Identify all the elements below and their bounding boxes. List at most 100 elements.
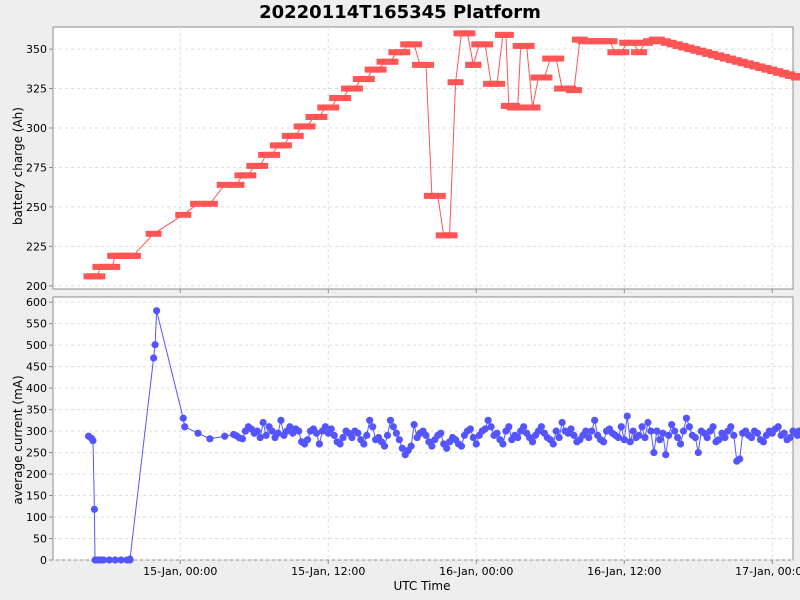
bottom-data-point <box>682 414 691 422</box>
top-data-point <box>625 39 642 46</box>
bottom-data-point <box>386 416 395 424</box>
top-data-point <box>406 41 423 48</box>
top-y-tick-label: 325 <box>26 83 47 96</box>
top-data-point <box>299 123 316 130</box>
top-data-point <box>524 104 541 111</box>
bottom-data-point <box>759 438 768 446</box>
top-data-point <box>287 132 304 139</box>
bottom-data-point <box>514 433 522 442</box>
bottom-data-point <box>753 429 762 437</box>
top-plot-area <box>52 26 794 290</box>
bottom-y-tick-label: 600 <box>26 296 47 309</box>
bottom-y-tick-label: 400 <box>26 382 47 395</box>
bottom-y-tick-label: 300 <box>26 425 47 438</box>
bottom-data-point <box>520 423 528 431</box>
bottom-data-point <box>150 354 158 362</box>
top-data-point <box>447 79 464 86</box>
bottom-data-point <box>295 427 303 435</box>
bottom-y-tick-label: 0 <box>40 554 47 567</box>
bottom-data-point <box>360 440 368 448</box>
bottom-data-point <box>620 436 628 444</box>
bottom-data-point <box>499 440 507 448</box>
bottom-data-point <box>312 429 321 437</box>
top-y-tick-label: 275 <box>26 161 47 174</box>
top-data-point <box>790 74 800 81</box>
bottom-data-point <box>105 556 113 564</box>
bottom-data-point <box>369 423 377 431</box>
bottom-data-point <box>99 556 107 564</box>
bottom-data-point <box>679 427 688 435</box>
bottom-y-tick-label: 350 <box>26 404 47 417</box>
bottom-data-point <box>644 418 652 427</box>
bottom-y-tick-label: 50 <box>33 533 47 546</box>
bottom-data-point <box>671 427 679 435</box>
bottom-data-point <box>685 423 694 431</box>
bottom-y-tick-label: 500 <box>26 339 47 352</box>
bottom-data-point <box>623 412 631 420</box>
bottom-data-point <box>457 442 466 450</box>
top-data-point <box>459 30 476 37</box>
top-data-point <box>228 181 245 188</box>
bottom-data-point <box>286 423 294 431</box>
bottom-data-point <box>469 433 477 442</box>
bottom-data-point <box>528 438 537 446</box>
bottom-data-point <box>330 431 338 439</box>
bottom-data-point <box>780 429 788 437</box>
bottom-data-point <box>181 423 189 431</box>
top-data-point <box>497 31 514 38</box>
bottom-series <box>84 307 800 564</box>
top-data-point <box>465 61 482 68</box>
bottom-data-point <box>635 431 643 439</box>
bottom-grid <box>53 297 793 561</box>
bottom-data-point <box>599 438 608 446</box>
bottom-data-point <box>472 440 480 448</box>
bottom-data-point <box>484 416 492 424</box>
top-y-tick-label: 250 <box>26 201 47 214</box>
bottom-data-point <box>253 427 261 435</box>
bottom-data-point <box>466 425 474 433</box>
bottom-data-point <box>676 440 685 448</box>
bottom-data-point <box>567 425 575 433</box>
bottom-x-tick-label: 15-Jan, 00:00 <box>143 565 217 578</box>
top-data-point <box>477 41 494 48</box>
bottom-data-point <box>256 433 264 442</box>
top-y-tick-label: 225 <box>26 240 47 253</box>
top-data-point <box>323 104 340 111</box>
top-y-tick-label: 300 <box>26 122 47 135</box>
bottom-data-point <box>650 448 658 457</box>
bottom-data-point <box>629 427 637 435</box>
bottom-data-point <box>673 433 682 442</box>
bottom-x-tick-label: 15-Jan, 12:00 <box>291 565 365 578</box>
top-y-tick-label: 200 <box>26 280 47 293</box>
bottom-data-point <box>487 423 495 431</box>
bottom-data-point <box>505 423 513 431</box>
top-data-point <box>335 95 352 102</box>
bottom-data-point <box>259 418 267 427</box>
bottom-data-point <box>703 433 711 442</box>
top-data-point <box>104 263 121 270</box>
bottom-data-point <box>380 442 389 450</box>
bottom-data-point <box>153 307 161 315</box>
bottom-data-point <box>659 429 667 437</box>
top-data-point <box>145 230 162 237</box>
bottom-data-point <box>339 433 347 442</box>
bottom-data-point <box>90 505 99 513</box>
bottom-y-tick-label: 200 <box>26 468 47 481</box>
bottom-data-point <box>493 429 501 437</box>
bottom-data-point <box>277 416 285 424</box>
top-data-point <box>358 76 375 83</box>
top-data-point <box>370 66 387 73</box>
top-data-point <box>518 42 535 49</box>
top-data-point <box>89 273 106 280</box>
bottom-data-point <box>315 440 323 448</box>
bottom-data-point <box>537 423 546 431</box>
bottom-data-point <box>588 427 596 435</box>
bottom-data-point <box>727 423 735 431</box>
bottom-data-point <box>552 427 560 435</box>
bottom-data-point <box>668 421 676 429</box>
top-data-point <box>190 200 207 207</box>
bottom-data-point <box>428 442 436 450</box>
top-data-point <box>429 192 446 199</box>
bottom-data-point <box>736 455 744 463</box>
top-data-point <box>124 252 141 259</box>
